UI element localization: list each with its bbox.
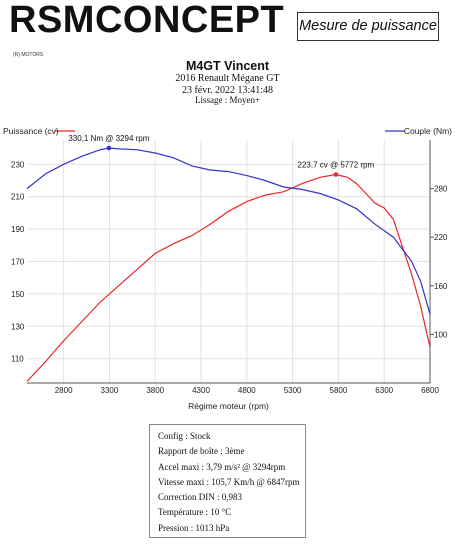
brand-subtitle: (R) MOTORS: [13, 52, 44, 58]
x-tick-label: 6300: [375, 386, 393, 395]
info-accel: Accel maxi : 3,79 m/s² @ 3294rpm: [158, 461, 286, 472]
y-right-tick-label: 220: [434, 233, 448, 242]
info-config: Config : Stock: [158, 431, 211, 441]
x-tick-label: 4800: [238, 386, 256, 395]
x-tick-label: 6800: [421, 386, 439, 395]
x-tick-label: 4300: [192, 386, 210, 395]
smoothing-level: Lissage : Moyen+: [194, 95, 261, 105]
power-series-line: [26, 173, 431, 382]
info-temperature: Température : 10 °C: [158, 507, 232, 518]
chart-labels: 2800 3300 3800 4300 4800 5300 5800 6300 6800 110 1…: [3, 126, 452, 411]
x-tick-label: 5300: [284, 386, 302, 395]
chart-grid: [27, 140, 431, 383]
run-info-box: Config : Stock Rapport de boîte : 3ème A…: [149, 424, 306, 538]
y-left-tick-label: 110: [11, 355, 24, 364]
chart-series: [26, 147, 431, 382]
brand-logo: RSMCONCEPT: [9, 0, 285, 41]
torque-series-line: [26, 147, 431, 315]
y-left-tick-label: 190: [11, 225, 25, 234]
x-tick-label: 3800: [146, 386, 164, 395]
y-left-tick-label: 230: [11, 160, 25, 169]
x-tick-label: 3300: [101, 386, 119, 395]
power-peak-marker: [333, 172, 339, 177]
torque-peak-marker: [106, 145, 112, 151]
info-pressure: Pression : 1013 hPa: [158, 522, 230, 533]
torque-peak-label: 330,1 Nm @ 3294 rpm: [68, 134, 149, 143]
run-datetime: 23 févr. 2022 13:41:48: [181, 85, 274, 96]
info-top-speed: Vitesse maxi : 105,7 Km/h @ 6847rpm: [158, 476, 300, 487]
y-left-tick-label: 210: [11, 193, 25, 202]
car-model: 2016 Renault Mégane GT: [175, 73, 280, 84]
measurement-badge: Mesure de puissance: [297, 12, 439, 41]
y-left-tick-label: 150: [11, 290, 25, 299]
legend-torque-label: Couple (Nm): [404, 126, 452, 136]
chart-axes: [27, 140, 434, 384]
x-tick-label: 5800: [330, 386, 348, 395]
x-tick-label: 2800: [55, 386, 73, 395]
legend-power-label: Puissance (cv): [3, 126, 59, 136]
y-right-tick-label: 160: [434, 282, 448, 291]
y-left-tick-label: 170: [11, 258, 25, 267]
y-right-tick-label: 280: [434, 185, 448, 194]
y-right-tick-label: 100: [434, 330, 448, 339]
run-title: M4GT Vincent: [185, 59, 270, 73]
info-din-correction: Correction DIN : 0,983: [158, 492, 242, 503]
y-left-tick-label: 130: [11, 322, 25, 331]
info-gear: Rapport de boîte : 3ème: [158, 446, 245, 457]
x-axis-label: Régime moteur (rpm): [188, 401, 269, 411]
dyno-chart: 2800 3300 3800 4300 4800 5300 5800 6300 6800 110 1…: [3, 126, 452, 411]
power-peak-label: 223,7 cv @ 5772 rpm: [298, 161, 375, 170]
